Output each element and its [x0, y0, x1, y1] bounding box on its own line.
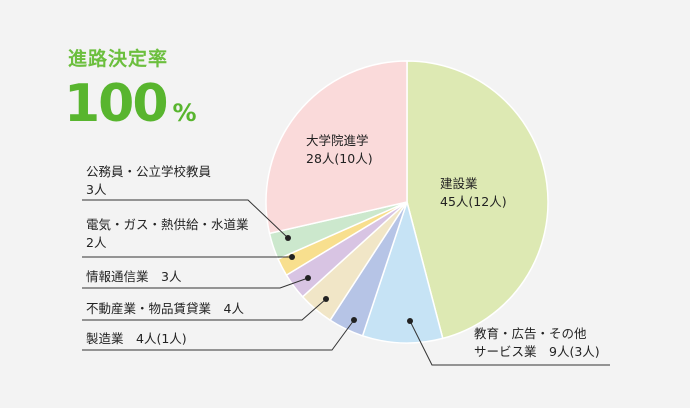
leader-dot-5	[289, 254, 295, 260]
leader-line-1	[409, 320, 610, 366]
rate-unit: %	[172, 99, 197, 127]
rate-value: 100	[64, 74, 169, 134]
placement-rate: 100%	[64, 74, 197, 134]
leader-line-3	[82, 298, 327, 321]
pie-slice-0	[406, 60, 549, 340]
leader-line-6	[82, 199, 289, 239]
leader-dot-2	[351, 317, 357, 323]
leader-line-4	[82, 277, 309, 289]
slice-label-2: 製造業 4人(1人)	[86, 331, 187, 346]
leader-line-2	[82, 319, 355, 351]
pie-slice-7	[265, 60, 408, 235]
leader-dot-1	[407, 318, 413, 324]
slice-label-0: 建設業 45人(12人)	[440, 176, 507, 209]
slice-label-3: 不動産業・物品賃貸業 4人	[86, 301, 244, 316]
pie-slice-1	[361, 199, 444, 344]
slice-label-1: 教育・広告・その他サービス業 9人(3人)	[474, 326, 600, 359]
headline: 進路決定率	[68, 48, 169, 70]
slice-label-6: 公務員・公立学校教員 3人	[86, 164, 212, 197]
slice-label-4: 情報通信業 3人	[86, 269, 182, 284]
slice-label-5: 電気・ガス・熱供給・水道業 2人	[86, 217, 249, 250]
leader-dot-4	[305, 275, 311, 281]
slice-label-7: 大学院進学 28人(10人)	[306, 133, 373, 166]
leader-dot-6	[285, 235, 291, 241]
leader-dot-3	[323, 296, 329, 302]
